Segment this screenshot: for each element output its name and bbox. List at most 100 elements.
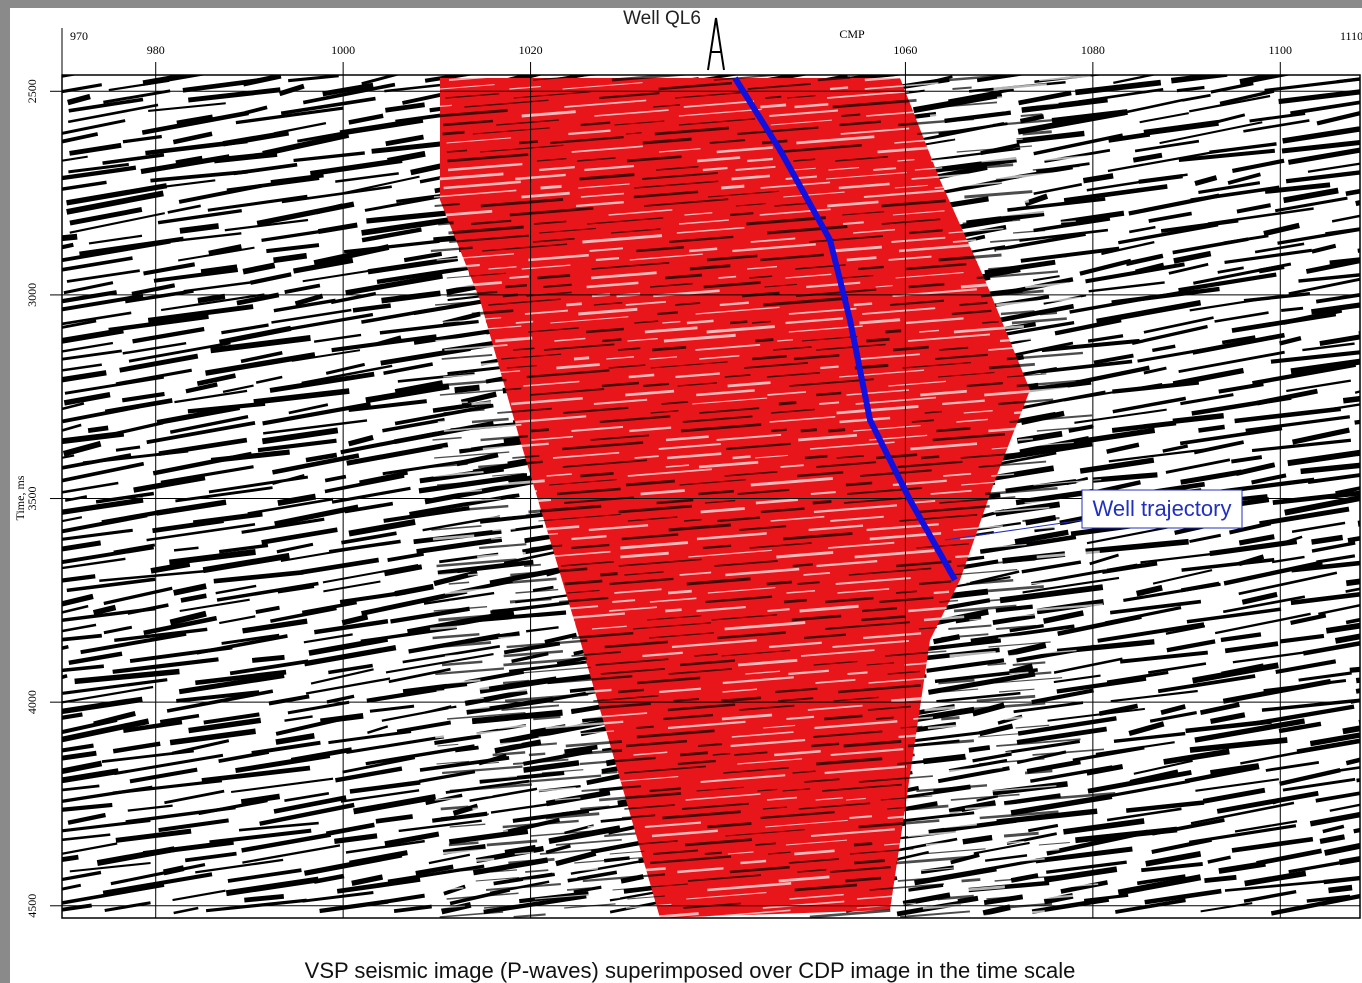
vsp-reflection [503, 656, 588, 667]
vsp-reflection [601, 381, 640, 388]
reflection [367, 255, 459, 275]
reflection [240, 793, 281, 805]
reflection [1270, 893, 1360, 916]
vsp-reflection [446, 272, 506, 279]
reflection [348, 518, 416, 537]
reflection [1113, 75, 1155, 85]
vsp-reflection [721, 713, 773, 721]
reflection [510, 524, 544, 532]
vsp-reflection [441, 660, 483, 667]
reflection [936, 691, 1021, 703]
vsp-reflection [445, 93, 500, 99]
reflection [1302, 342, 1355, 352]
reflection [1298, 671, 1352, 682]
vsp-reflection [875, 453, 918, 460]
vsp-reflection [702, 544, 732, 550]
reflection [341, 531, 397, 545]
reflection [334, 833, 378, 844]
vsp-reflection [488, 266, 517, 270]
vsp-reflection [766, 580, 793, 586]
vsp-reflection [696, 532, 767, 541]
vsp-reflection [953, 325, 1024, 334]
vsp-reflection [979, 810, 1059, 820]
vsp-reflection [707, 822, 752, 829]
vsp-reflection [492, 472, 525, 477]
reflection [62, 870, 102, 882]
vsp-reflection [668, 523, 731, 532]
vsp-reflection [1039, 220, 1076, 225]
vsp-reflection [991, 473, 1015, 477]
reflection [1307, 473, 1360, 484]
reflection [1345, 578, 1360, 587]
vsp-reflection [774, 202, 807, 207]
reflection [62, 341, 114, 353]
reflection [1288, 277, 1360, 296]
vsp-reflection [810, 490, 836, 496]
reflection [169, 728, 256, 746]
reflection [523, 760, 580, 773]
vsp-reflection [745, 670, 781, 675]
reflection [275, 732, 315, 745]
reflection [62, 712, 83, 720]
vsp-reflection [731, 174, 770, 181]
vsp-reflection [1021, 603, 1103, 613]
reflection [345, 839, 425, 854]
vsp-reflection [981, 840, 1025, 846]
vsp-reflection [1004, 711, 1081, 721]
vsp-reflection [912, 91, 980, 99]
vsp-reflection [794, 103, 829, 109]
reflection [442, 844, 486, 855]
reflection [1123, 582, 1221, 602]
vsp-reflection [439, 84, 495, 90]
vsp-reflection [1009, 671, 1029, 675]
vsp-reflection [783, 532, 853, 541]
reflection [1311, 534, 1344, 545]
vsp-reflection [549, 479, 617, 486]
reflection [1279, 336, 1302, 346]
vsp-reflection [467, 572, 491, 576]
vsp-reflection [536, 525, 580, 532]
reflection [1018, 90, 1072, 106]
vsp-reflection [704, 851, 722, 856]
vsp-reflection [960, 281, 1015, 289]
vsp-reflection [839, 120, 881, 127]
vsp-reflection [437, 419, 463, 423]
vsp-reflection [816, 343, 886, 351]
reflection [62, 574, 96, 583]
reflection [1292, 427, 1350, 445]
reflection [62, 633, 103, 642]
vsp-reflection [634, 180, 719, 189]
vsp-reflection [1006, 351, 1084, 361]
well-label: Well QL6 [623, 8, 701, 29]
vsp-reflection [534, 893, 591, 900]
reflection [1270, 350, 1360, 364]
reflection [1335, 486, 1360, 495]
reflection [1290, 591, 1360, 606]
reflection [141, 110, 249, 135]
reflection [62, 883, 165, 905]
vsp-reflection [803, 633, 846, 640]
reflection [1261, 698, 1360, 712]
y-tick-label: 3500 [25, 487, 39, 511]
reflection [310, 668, 374, 685]
vsp-reflection [961, 585, 1044, 595]
reflection [62, 784, 100, 792]
vsp-reflection [511, 396, 583, 406]
reflection [361, 227, 422, 243]
vsp-reflection [538, 513, 621, 522]
reflection [96, 846, 175, 866]
reflection [1238, 571, 1338, 596]
reflection [548, 825, 621, 845]
vsp-reflection [540, 184, 562, 190]
vsp-reflection [653, 849, 699, 855]
reflection [968, 745, 991, 753]
reflection [1063, 184, 1168, 203]
reflection [157, 208, 242, 225]
vsp-reflection [440, 750, 483, 757]
vsp-reflection [948, 227, 1004, 234]
reflection [1033, 133, 1123, 156]
reflection [1288, 859, 1353, 874]
reflection [62, 557, 126, 570]
vsp-reflection [760, 103, 787, 109]
reflection [66, 577, 156, 593]
